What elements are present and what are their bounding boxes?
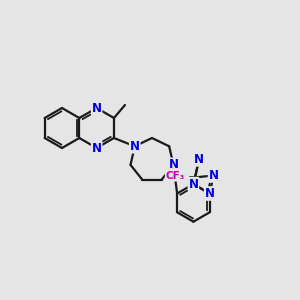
Text: N: N xyxy=(92,142,102,154)
Text: N: N xyxy=(188,178,198,190)
Text: N: N xyxy=(208,169,218,182)
Text: N: N xyxy=(194,153,204,166)
Text: N: N xyxy=(92,101,102,115)
Text: N: N xyxy=(168,158,178,171)
Text: N: N xyxy=(205,187,215,200)
Text: CF₃: CF₃ xyxy=(166,171,185,181)
Text: N: N xyxy=(130,140,140,153)
